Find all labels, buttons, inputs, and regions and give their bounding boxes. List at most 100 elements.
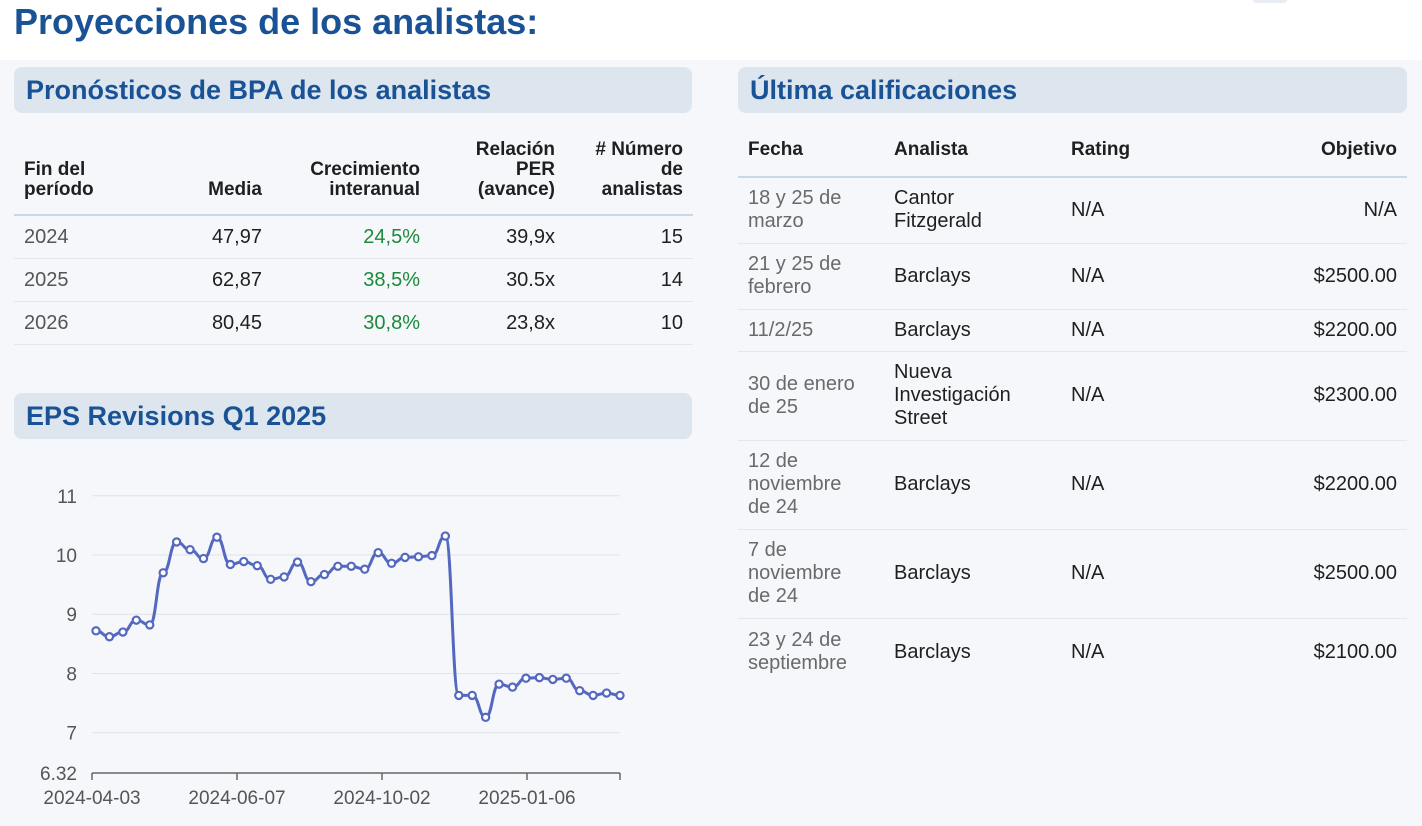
page-title: Proyecciones de los analistas: (14, 1, 539, 42)
table-row: 18 y 25 de marzo Cantor Fitzgerald N/A N/A (738, 177, 1407, 244)
eps-revisions-header: EPS Revisions Q1 2025 (14, 393, 692, 439)
x-tick-label: 2025-01-06 (478, 788, 575, 809)
data-point (440, 531, 451, 541)
table-header-row: Fecha Analista Rating Objetivo (738, 140, 1407, 178)
data-point (145, 620, 155, 630)
column-header-analysts: # Número de analistas (565, 140, 693, 216)
data-point (480, 712, 491, 723)
analyst-cell: Barclays (884, 309, 1061, 352)
data-point (198, 553, 209, 564)
data-point (319, 569, 330, 580)
data-point (265, 574, 276, 584)
x-tick-label: 2024-04-03 (43, 788, 140, 809)
data-point (360, 564, 370, 574)
date-cell: 23 y 24 de septiembre (748, 629, 847, 675)
target-cell: $2300.00 (1201, 351, 1407, 441)
data-point (239, 556, 249, 567)
data-point (279, 572, 289, 582)
eps-forecast-table: Fin del período Media Crecimiento intera… (14, 140, 693, 345)
data-point (521, 673, 531, 683)
data-point (454, 690, 464, 701)
table-row: 7 de noviembre de 24 Barclays N/A $2500.00 (738, 529, 1407, 619)
data-point (386, 558, 397, 569)
column-header-mean: Media (142, 140, 272, 216)
y-tick-label: 10 (56, 546, 77, 567)
rating-cell: N/A (1061, 177, 1201, 244)
data-point (534, 672, 545, 683)
eps-revisions-chart: 11 10 9 8 7 6.32 2024-04-03 2024-06-07 2024-10-0… (40, 487, 625, 809)
per-cell: 39,9x (430, 215, 565, 259)
period-cell: 2026 (14, 301, 142, 345)
data-point (346, 561, 356, 571)
data-point (171, 537, 182, 547)
analyst-cell: Nueva Investigación Street (884, 351, 1061, 441)
rating-cell: N/A (1061, 529, 1201, 619)
data-point (601, 688, 612, 698)
target-cell: $2200.00 (1201, 440, 1407, 530)
rating-cell: N/A (1061, 440, 1201, 530)
y-tick-label: 11 (57, 487, 77, 508)
date-cell: 7 de noviembre de 24 (738, 529, 884, 619)
data-point (333, 561, 343, 571)
analyst-cell: Barclays (884, 440, 1061, 530)
date-cell: 21 y 25 de febrero (738, 243, 884, 310)
data-point (118, 627, 128, 637)
period-cell: 2025 (14, 258, 142, 302)
column-header-analyst: Analista (884, 140, 1061, 178)
data-point (588, 690, 598, 701)
data-point (306, 576, 316, 587)
y-tick-label: 8 (66, 664, 77, 685)
data-point (373, 547, 383, 558)
data-point (561, 673, 571, 683)
analysts-cell: 10 (565, 301, 693, 345)
data-point (615, 690, 625, 701)
table-row: 2024 47,97 24,5% 39,9x 15 (14, 215, 693, 259)
table-row: 12 de noviembre de 24 Barclays N/A $2200.0… (738, 440, 1407, 530)
table-row: 2025 62,87 38,5% 30.5x 14 (14, 258, 693, 302)
column-header-target: Objetivo (1201, 140, 1407, 178)
data-point (494, 679, 504, 689)
data-point (467, 690, 477, 701)
table-row: 23 y 24 de septiembre Barclays N/A $2100.… (738, 618, 1407, 686)
corner-button[interactable] (1253, 0, 1287, 3)
rating-cell: N/A (1061, 351, 1201, 441)
column-header-rating: Rating (1061, 140, 1201, 178)
mean-cell: 47,97 (142, 215, 272, 259)
table-row: 21 y 25 de febrero Barclays N/A $2500.00 (738, 243, 1407, 310)
x-tick-label: 2024-10-02 (333, 788, 430, 809)
data-point (427, 550, 437, 561)
data-point (212, 532, 222, 542)
date-cell: 30 de enero de 25 (738, 351, 884, 441)
data-point (292, 557, 303, 567)
analyst-cell: Barclays (884, 243, 1061, 310)
rating-cell: N/A (1071, 640, 1105, 663)
column-header-date: Fecha (738, 140, 884, 178)
growth-cell: 30,8% (272, 301, 430, 345)
period-cell: 2024 (14, 215, 142, 259)
analyst-cell: Barclays (884, 529, 1061, 619)
target-cell: $2500.00 (1201, 529, 1407, 619)
data-point (104, 632, 115, 642)
date-cell: 12 de noviembre de 24 (738, 440, 884, 530)
mean-cell: 80,45 (142, 301, 272, 345)
growth-cell: 38,5% (272, 258, 430, 302)
data-point (185, 544, 195, 555)
table-row: 30 de enero de 25 Nueva Investigación Stree… (738, 351, 1407, 441)
y-tick-label: 7 (66, 724, 77, 745)
data-point (413, 552, 424, 562)
target-cell: $2200.00 (1201, 309, 1407, 352)
ratings-header: Última calificaciones (738, 67, 1407, 113)
data-point (158, 568, 168, 578)
analysts-cell: 14 (565, 258, 693, 302)
data-point (225, 559, 236, 570)
data-point (574, 685, 585, 696)
analyst-cell: Barclays (894, 640, 971, 663)
data-point (131, 615, 142, 625)
y-tick-label: 9 (66, 605, 77, 626)
column-header-per: Relación PER (avance) (430, 140, 565, 216)
date-cell: 18 y 25 de marzo (738, 177, 884, 244)
data-point (548, 674, 558, 685)
mean-cell: 62,87 (142, 258, 272, 302)
per-cell: 30.5x (430, 258, 565, 302)
analyst-cell: Cantor Fitzgerald (884, 177, 1061, 244)
